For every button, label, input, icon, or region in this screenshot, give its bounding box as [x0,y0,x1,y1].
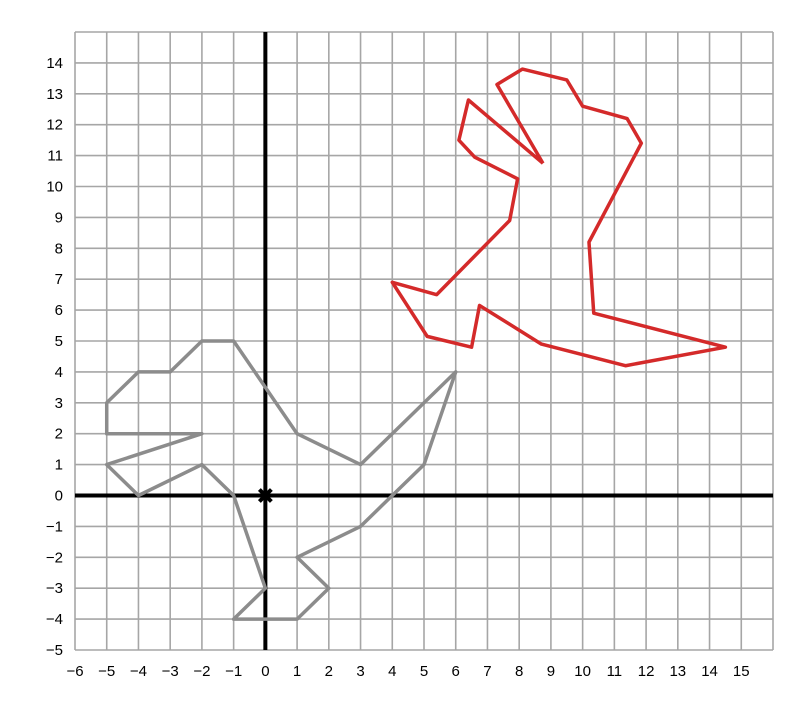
origin-marker [257,488,273,503]
x-tick-label: 8 [515,663,523,680]
y-tick-label: −1 [46,518,63,535]
x-tick-label: 0 [261,663,269,680]
x-tick-label: −6 [66,663,83,680]
origin-cross-stroke [257,488,273,503]
y-tick-label: 7 [55,271,63,288]
gray-dinosaur-shape [104,339,458,621]
y-tick-label: −3 [46,580,63,597]
red-dinosaur-shape [390,67,728,368]
shapes [104,67,728,621]
y-tick-label: 9 [55,209,63,226]
axes [75,32,773,650]
x-tick-label: 5 [420,663,428,680]
y-tick-label: 8 [55,240,63,257]
x-tick-label: 6 [452,663,460,680]
x-tick-label: 12 [638,663,655,680]
x-tick-label: 11 [607,663,623,680]
x-tick-label: −1 [225,663,242,680]
y-tick-label: 0 [55,488,63,505]
y-tick-label: 12 [46,117,63,134]
y-tick-label: 6 [55,302,63,319]
grid [74,31,774,651]
x-tick-label: 2 [325,663,333,680]
y-tick-label: 11 [47,148,63,165]
x-tick-label: 7 [483,663,491,680]
x-tick-label: 1 [293,663,301,680]
y-tick-label: 13 [46,86,63,103]
x-tick-label: 10 [574,663,591,680]
y-tick-label: 14 [46,55,63,72]
y-tick-label: −5 [46,642,63,659]
x-tick-label: 9 [547,663,555,680]
x-tick-label: −5 [98,663,115,680]
y-tick-label: 1 [55,457,63,474]
x-tick-label: 15 [733,663,750,680]
y-tick-label: 10 [46,179,63,196]
x-tick-label: −4 [130,663,147,680]
x-tick-label: −3 [162,663,179,680]
x-tick-label: 3 [356,663,364,680]
y-tick-label: −4 [46,611,63,628]
y-tick-label: 3 [55,395,63,412]
x-tick-label: 14 [701,663,718,680]
x-tick-label: 13 [669,663,686,680]
y-tick-label: 4 [55,364,63,381]
y-tick-label: 2 [55,426,63,443]
x-tick-label: 4 [388,663,396,680]
y-tick-label: 5 [55,333,63,350]
y-tick-label: −2 [46,549,63,566]
x-tick-labels: −6 −5 −4 −3 −2 −1 0 1 2 3 4 5 6 7 8 9 10 11 12 13 14 15 [66,663,749,680]
x-tick-label: −2 [193,663,210,680]
